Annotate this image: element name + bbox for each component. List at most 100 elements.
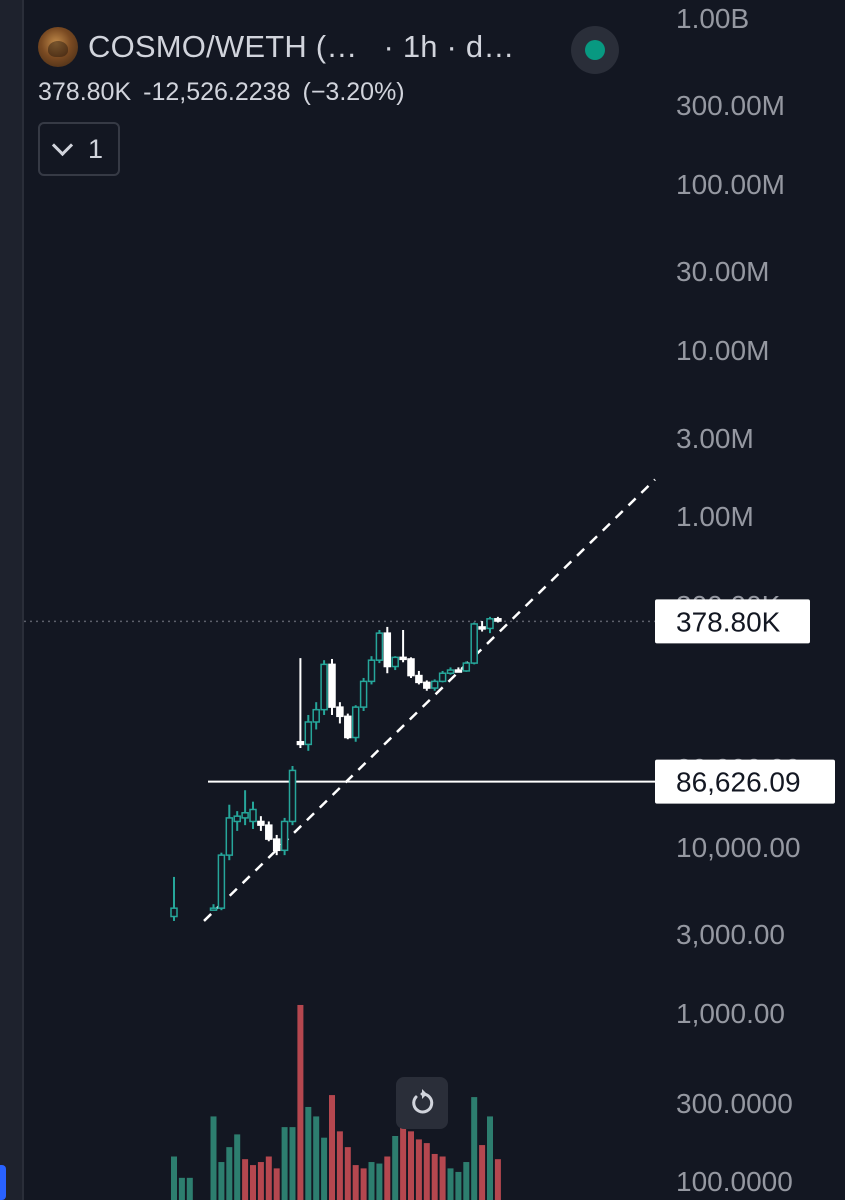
candle	[296, 658, 305, 749]
ohlc-legend: 378.80K -12,526.2238 (−3.20%)	[38, 78, 515, 107]
reset-icon	[412, 1089, 434, 1114]
candle	[336, 702, 344, 724]
candle	[359, 677, 368, 711]
interval-label[interactable]: · 1h · d…	[383, 29, 515, 64]
volume-bar	[455, 1171, 462, 1200]
candle	[430, 679, 439, 691]
volume-bar	[479, 1145, 486, 1200]
volume-bar	[463, 1162, 470, 1200]
volume-bar	[257, 1162, 264, 1200]
volume-bar	[344, 1147, 351, 1200]
price-axis-tick-label: 100.00M	[676, 169, 785, 200]
volume-bar	[171, 1156, 177, 1200]
candle	[170, 876, 178, 921]
price-axis-tick-label: 1.00M	[676, 501, 754, 532]
candle	[470, 622, 478, 665]
chart-header: COSMO/WETH (… · 1h · d… 378.80K -12,526.2…	[38, 22, 619, 176]
horizontal-line-label[interactable]: 86,626.09	[655, 759, 835, 804]
price-axis-tick-label: 300.0000	[676, 1088, 793, 1119]
volume-bar	[297, 1004, 304, 1200]
volume-bar	[368, 1162, 375, 1200]
candle	[344, 713, 352, 740]
candle	[209, 904, 218, 911]
volume-bar	[250, 1165, 256, 1200]
volume-bar	[273, 1168, 280, 1200]
current-price-label[interactable]: 378.80K	[655, 599, 810, 644]
volume-bar	[234, 1134, 241, 1200]
candle	[265, 821, 273, 842]
chevron-down-icon	[51, 134, 74, 156]
volume-bar	[439, 1156, 446, 1200]
candle	[280, 817, 289, 856]
candle	[494, 616, 502, 623]
volume-bar	[384, 1156, 391, 1200]
volume-bar	[186, 1177, 193, 1200]
legend-change: -12,526.2238	[143, 78, 291, 106]
candle	[304, 714, 313, 751]
volume-bar	[400, 1125, 407, 1200]
candle	[249, 801, 257, 829]
volume-bar	[210, 1116, 217, 1200]
token-avatar[interactable]	[38, 27, 78, 67]
price-axis-tick-label: 3,000.00	[676, 919, 785, 950]
volume-bar	[423, 1143, 430, 1200]
candle	[367, 656, 376, 685]
reset-chart-button[interactable]	[396, 1077, 448, 1129]
volume-bar	[352, 1165, 359, 1200]
volume-bar	[392, 1136, 399, 1200]
market-status-button[interactable]	[571, 26, 619, 74]
indicators-collapse-button[interactable]: 1	[38, 122, 120, 176]
left-frame-border	[22, 0, 24, 1200]
candle	[423, 680, 431, 691]
candle	[454, 667, 463, 673]
candle	[391, 656, 399, 671]
volume-bar	[494, 1159, 501, 1200]
volume-bar	[408, 1131, 414, 1200]
candle	[217, 852, 226, 911]
current-price-label-text: 378.80K	[676, 606, 781, 637]
candle	[415, 670, 423, 685]
volume-bar	[336, 1131, 343, 1200]
market-status-dot	[585, 40, 605, 60]
volume-bar	[289, 1127, 296, 1200]
candle	[257, 816, 265, 831]
candle	[241, 790, 249, 826]
candle	[375, 629, 384, 664]
volume-bar	[431, 1153, 438, 1200]
candle	[272, 834, 281, 856]
candle	[233, 811, 241, 831]
price-axis-tick-label: 30.00M	[676, 256, 769, 287]
price-axis-tick-label: 10.00M	[676, 335, 769, 366]
volume-bar	[281, 1127, 288, 1200]
volume-bar	[471, 1097, 478, 1200]
candle	[399, 629, 407, 663]
candle	[407, 657, 415, 678]
volume-bar	[218, 1162, 225, 1200]
volume-bar	[360, 1168, 367, 1200]
side-panel-handle[interactable]	[0, 1165, 6, 1200]
price-axis-tick-label: 300.00M	[676, 90, 785, 121]
candle-layer	[170, 616, 502, 921]
candle	[462, 661, 471, 672]
price-axis-tick-label: 3.00M	[676, 423, 754, 454]
legend-change-pct: (−3.20%)	[302, 78, 405, 106]
candle	[312, 702, 320, 730]
volume-bar	[178, 1177, 185, 1200]
volume-layer	[171, 1004, 501, 1200]
dashed-trendline	[203, 478, 656, 922]
candle	[288, 766, 297, 826]
candle	[486, 616, 494, 634]
volume-bar	[321, 1137, 328, 1200]
candle	[328, 658, 336, 715]
symbol-title[interactable]: COSMO/WETH (…	[88, 29, 358, 64]
candle	[478, 621, 486, 632]
indicator-count: 1	[87, 133, 104, 164]
candle	[225, 804, 234, 861]
candle	[351, 705, 360, 742]
volume-bar	[305, 1106, 312, 1200]
legend-last-value: 378.80K	[38, 78, 132, 106]
volume-bar	[313, 1116, 320, 1200]
volume-bar	[226, 1147, 233, 1200]
